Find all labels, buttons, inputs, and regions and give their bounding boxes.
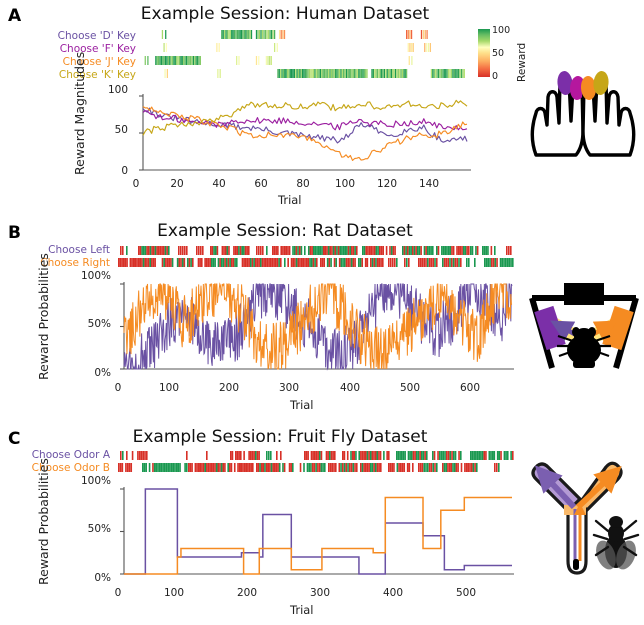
panel-b-xtick-100: 100: [158, 382, 180, 394]
panel-c-xtick-200: 200: [236, 587, 258, 599]
panel-a-ylabel: Reward Magnitudes: [72, 51, 87, 175]
panel-b-title: Example Session: Rat Dataset: [157, 221, 413, 241]
panel-c-xtick-500: 500: [455, 587, 477, 599]
panel-b-raster-label-left: Choose Left: [48, 244, 110, 256]
panel-c: C Example Session: Fruit Fly Dataset Cho…: [0, 420, 644, 625]
panel-b-xtick-600: 600: [459, 382, 481, 394]
panel-c-letter: C: [8, 429, 21, 449]
panel-c-raster-label-odor-a: Choose Odor A: [31, 449, 110, 461]
panel-a-xtick-80: 80: [296, 178, 310, 190]
panel-b-xtick-400: 400: [339, 382, 361, 394]
panel-b-lineplot: [116, 274, 516, 377]
panel-a-colorbar-tick-100: 100: [492, 25, 511, 36]
panel-a-raster-label-k: Choose 'K' Key: [58, 69, 136, 81]
panel-a-xtick-120: 120: [376, 178, 398, 190]
panel-a-ytick-0: 0: [121, 165, 128, 177]
panel-a: A Example Session: Human Dataset Choose …: [0, 0, 644, 210]
panel-c-xtick-0: 0: [114, 587, 122, 599]
panel-c-ytick-0: 0%: [94, 572, 111, 584]
rat-arena-illustration: [528, 278, 640, 374]
panel-a-xtick-20: 20: [170, 178, 184, 190]
panel-c-xlabel: Trial: [290, 603, 314, 617]
panel-c-xtick-400: 400: [382, 587, 404, 599]
panel-c-stepplot: [116, 479, 516, 582]
panel-c-ylabel: Reward Probabilities: [36, 458, 51, 585]
panel-a-ytick-100: 100: [107, 84, 128, 96]
panel-a-colorbar: [478, 29, 490, 77]
panel-a-xtick-140: 140: [418, 178, 440, 190]
panel-b-xlabel: Trial: [290, 398, 314, 412]
panel-a-raster-plot: [142, 28, 472, 82]
fly-ymaze-illustration: [524, 455, 642, 585]
panel-b-letter: B: [8, 223, 21, 243]
panel-c-ytick-50: 50%: [87, 523, 111, 535]
panel-b-xtick-200: 200: [218, 382, 240, 394]
panel-a-raster-label-j: Choose 'J' Key: [62, 56, 136, 68]
panel-a-xtick-100: 100: [334, 178, 356, 190]
panel-a-letter: A: [8, 6, 22, 26]
panel-a-colorbar-tick-50: 50: [492, 48, 505, 59]
panel-c-ytick-100: 100%: [80, 475, 111, 487]
panel-b-ytick-100: 100%: [80, 270, 111, 282]
panel-a-title: Example Session: Human Dataset: [140, 4, 430, 24]
panel-c-raster-plot: [116, 449, 516, 475]
panel-b-xtick-300: 300: [278, 382, 300, 394]
hands-illustration: [524, 55, 642, 160]
panel-c-xtick-100: 100: [163, 587, 185, 599]
panel-a-lineplot: [133, 88, 473, 176]
panel-b-ytick-0: 0%: [94, 367, 111, 379]
panel-a-xtick-60: 60: [254, 178, 268, 190]
panel-c-title: Example Session: Fruit Fly Dataset: [132, 427, 428, 447]
panel-b-xtick-500: 500: [399, 382, 421, 394]
panel-a-xtick-40: 40: [212, 178, 226, 190]
panel-a-xlabel: Trial: [278, 193, 302, 207]
panel-a-raster-label-f: Choose 'F' Key: [59, 43, 136, 55]
panel-c-xtick-300: 300: [309, 587, 331, 599]
panel-c-raster-label-odor-b: Choose Odor B: [31, 462, 110, 474]
panel-b-ylabel: Reward Probabilities: [36, 253, 51, 380]
panel-a-xtick-0: 0: [132, 178, 140, 190]
panel-b: B Example Session: Rat Dataset Choose Le…: [0, 210, 644, 420]
panel-b-xtick-0: 0: [114, 382, 122, 394]
panel-a-colorbar-tick-0: 0: [492, 71, 499, 82]
panel-b-raster-label-right: Choose Right: [40, 257, 110, 269]
panel-a-ytick-50: 50: [114, 124, 128, 136]
panel-a-raster-label-d: Choose 'D' Key: [57, 30, 136, 42]
panel-b-raster-plot: [116, 244, 516, 270]
panel-b-ytick-50: 50%: [87, 318, 111, 330]
